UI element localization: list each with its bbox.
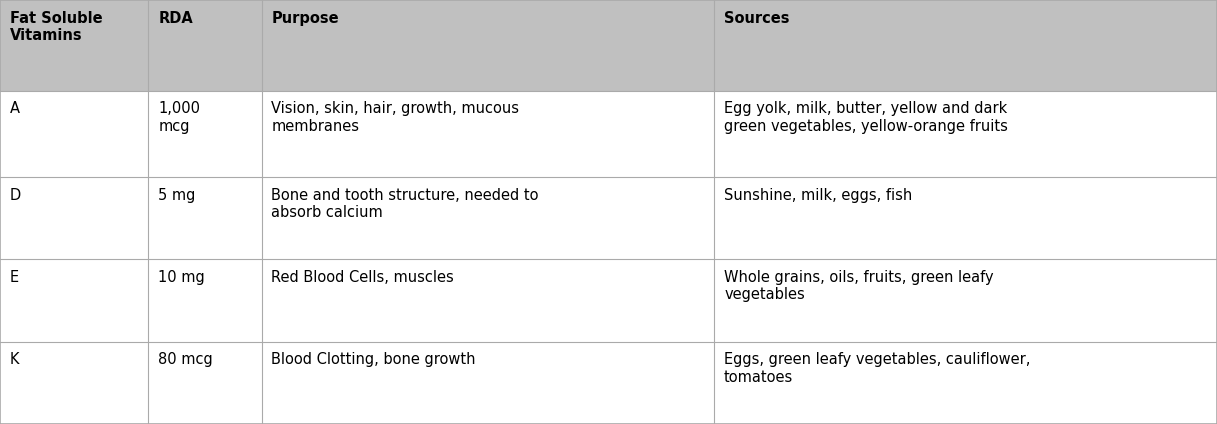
Text: Purpose: Purpose: [271, 11, 340, 25]
Text: D: D: [10, 188, 21, 203]
Text: E: E: [10, 270, 18, 285]
Bar: [262, 0, 714, 91]
Bar: [262, 177, 714, 259]
Text: RDA: RDA: [158, 11, 194, 25]
Text: K: K: [10, 352, 19, 367]
Text: Bone and tooth structure, needed to
absorb calcium: Bone and tooth structure, needed to abso…: [271, 188, 539, 220]
Text: Egg yolk, milk, butter, yellow and dark
green vegetables, yellow-orange fruits: Egg yolk, milk, butter, yellow and dark …: [724, 101, 1008, 134]
Text: Fat Soluble
Vitamins: Fat Soluble Vitamins: [10, 11, 102, 43]
Bar: [148, 259, 262, 342]
Text: Vision, skin, hair, growth, mucous
membranes: Vision, skin, hair, growth, mucous membr…: [271, 101, 520, 134]
Text: Sunshine, milk, eggs, fish: Sunshine, milk, eggs, fish: [724, 188, 913, 203]
Text: Whole grains, oils, fruits, green leafy
vegetables: Whole grains, oils, fruits, green leafy …: [724, 270, 994, 302]
Text: Eggs, green leafy vegetables, cauliflower,
tomatoes: Eggs, green leafy vegetables, cauliflowe…: [724, 352, 1031, 385]
Bar: [262, 259, 714, 342]
Bar: [0, 342, 148, 424]
Bar: [262, 342, 714, 424]
Text: Sources: Sources: [724, 11, 790, 25]
Bar: [148, 177, 262, 259]
Text: 80 mcg: 80 mcg: [158, 352, 213, 367]
Bar: [0, 177, 148, 259]
Bar: [0, 259, 148, 342]
Bar: [148, 342, 262, 424]
Text: Red Blood Cells, muscles: Red Blood Cells, muscles: [271, 270, 454, 285]
Bar: [0, 0, 148, 91]
Text: Blood Clotting, bone growth: Blood Clotting, bone growth: [271, 352, 476, 367]
Text: 10 mg: 10 mg: [158, 270, 204, 285]
Bar: [714, 91, 1217, 177]
Bar: [714, 177, 1217, 259]
Text: 5 mg: 5 mg: [158, 188, 196, 203]
Bar: [0, 91, 148, 177]
Bar: [714, 0, 1217, 91]
Text: 1,000
mcg: 1,000 mcg: [158, 101, 201, 134]
Bar: [262, 91, 714, 177]
Bar: [148, 0, 262, 91]
Bar: [714, 342, 1217, 424]
Bar: [148, 91, 262, 177]
Text: A: A: [10, 101, 19, 116]
Bar: [714, 259, 1217, 342]
